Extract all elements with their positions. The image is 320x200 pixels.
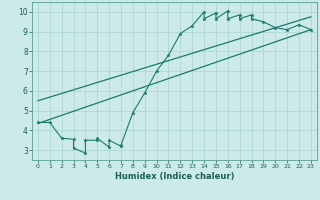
X-axis label: Humidex (Indice chaleur): Humidex (Indice chaleur) [115,172,234,181]
